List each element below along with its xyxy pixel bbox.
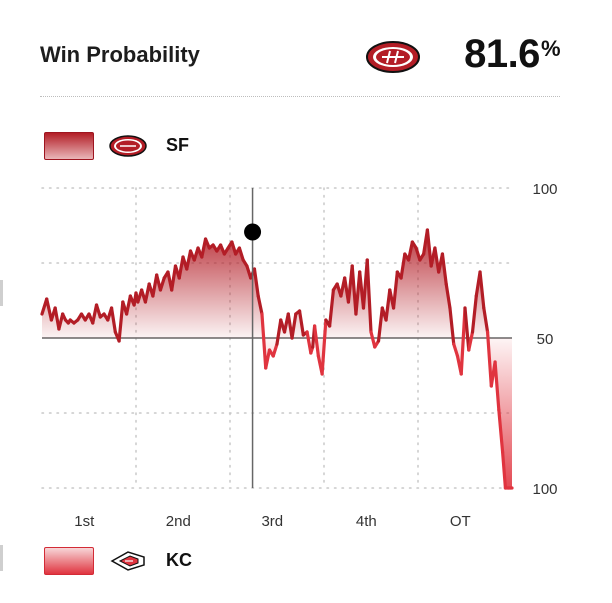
x-tick-label: 2nd [166,513,191,530]
win-probability-chart: 100 50 100 1st 2nd 3rd 4th OT [40,181,558,530]
y-tick-label: 100 [532,481,557,498]
win-probability-header: Win Probability 81.6% [40,30,561,80]
probability-line-segment [57,312,65,331]
probability-line-segment [297,309,305,337]
probability-line-segment [117,300,125,343]
probability-line-segment [170,264,178,292]
game-time-marker [244,188,262,488]
x-tick-label: 4th [356,513,377,530]
49ers-logo-icon [108,134,148,158]
probability-line-segment [124,294,132,316]
probability-line-segment [444,282,452,310]
probability-line-segment [470,294,478,334]
x-axis-ticks: 1st 2nd 3rd 4th OT [74,513,470,530]
probability-line-segment [94,303,102,319]
header-divider [40,96,560,97]
probability-line-segment [275,318,283,346]
probability-line-segment [482,306,490,334]
probability-line-segment [452,342,460,358]
y-axis-ticks: 100 50 100 [532,181,557,498]
probability-line-segment [407,240,414,262]
probability-line-segment [369,330,377,349]
percent-sign: % [540,36,561,61]
probability-line-segment [399,252,407,280]
probability-lines [40,228,514,490]
probability-line-segment [158,276,166,292]
probability-line-segment [271,342,279,358]
y-tick-label: 100 [532,181,557,198]
x-tick-label: OT [450,513,471,530]
card-title: Win Probability [40,42,200,67]
x-tick-label: 1st [74,513,95,530]
probability-areas [42,230,512,488]
sf-color-swatch [44,132,94,160]
probability-line-segment [313,324,320,358]
x-tick-label: 3rd [261,513,283,530]
current-time-dot [244,223,262,241]
probability-line-segment [384,288,392,322]
probability-line-segment [177,255,185,280]
kc-color-swatch [44,547,94,575]
legend-label-sf: SF [166,135,190,155]
probability-line-segment [305,330,313,355]
probability-line-segment [185,249,193,271]
probability-line-segment [328,288,335,328]
probability-line-segment [252,267,260,298]
probability-line-segment [237,246,245,262]
probability-line-segment [109,306,117,334]
edge-mark [0,545,3,571]
probability-line-segment [485,330,493,388]
sf-area [42,230,512,338]
probability-line-segment [264,348,272,370]
probability-line-segment [391,270,399,310]
probability-line-segment [425,228,433,268]
win-percentage: 81.6% [464,32,560,77]
probability-line-segment [365,258,373,334]
probability-line-segment [45,297,54,322]
probability-line-segment [493,360,501,412]
probability-line-segment [376,306,384,343]
probability-line-segment [290,312,298,340]
probability-line-segment [467,330,475,352]
probability-line-segment [501,450,508,490]
chiefs-logo-icon [108,549,148,573]
edge-mark [0,280,3,306]
win-percentage-value: 81.6 [464,32,540,76]
probability-line-segment [459,306,467,376]
probability-line-segment [260,312,268,370]
y-tick-label: 50 [537,331,554,348]
probability-line-segment [448,306,456,346]
probability-line-segment [440,252,448,286]
49ers-logo-icon [365,40,421,74]
probability-line-segment [320,318,328,376]
probability-line-segment [463,306,471,352]
probability-line-segment [497,408,505,454]
probability-line-segment [256,294,264,316]
probability-line-segment [200,237,208,259]
legend-label-kc: KC [166,550,192,570]
probability-line-segment [478,270,486,310]
